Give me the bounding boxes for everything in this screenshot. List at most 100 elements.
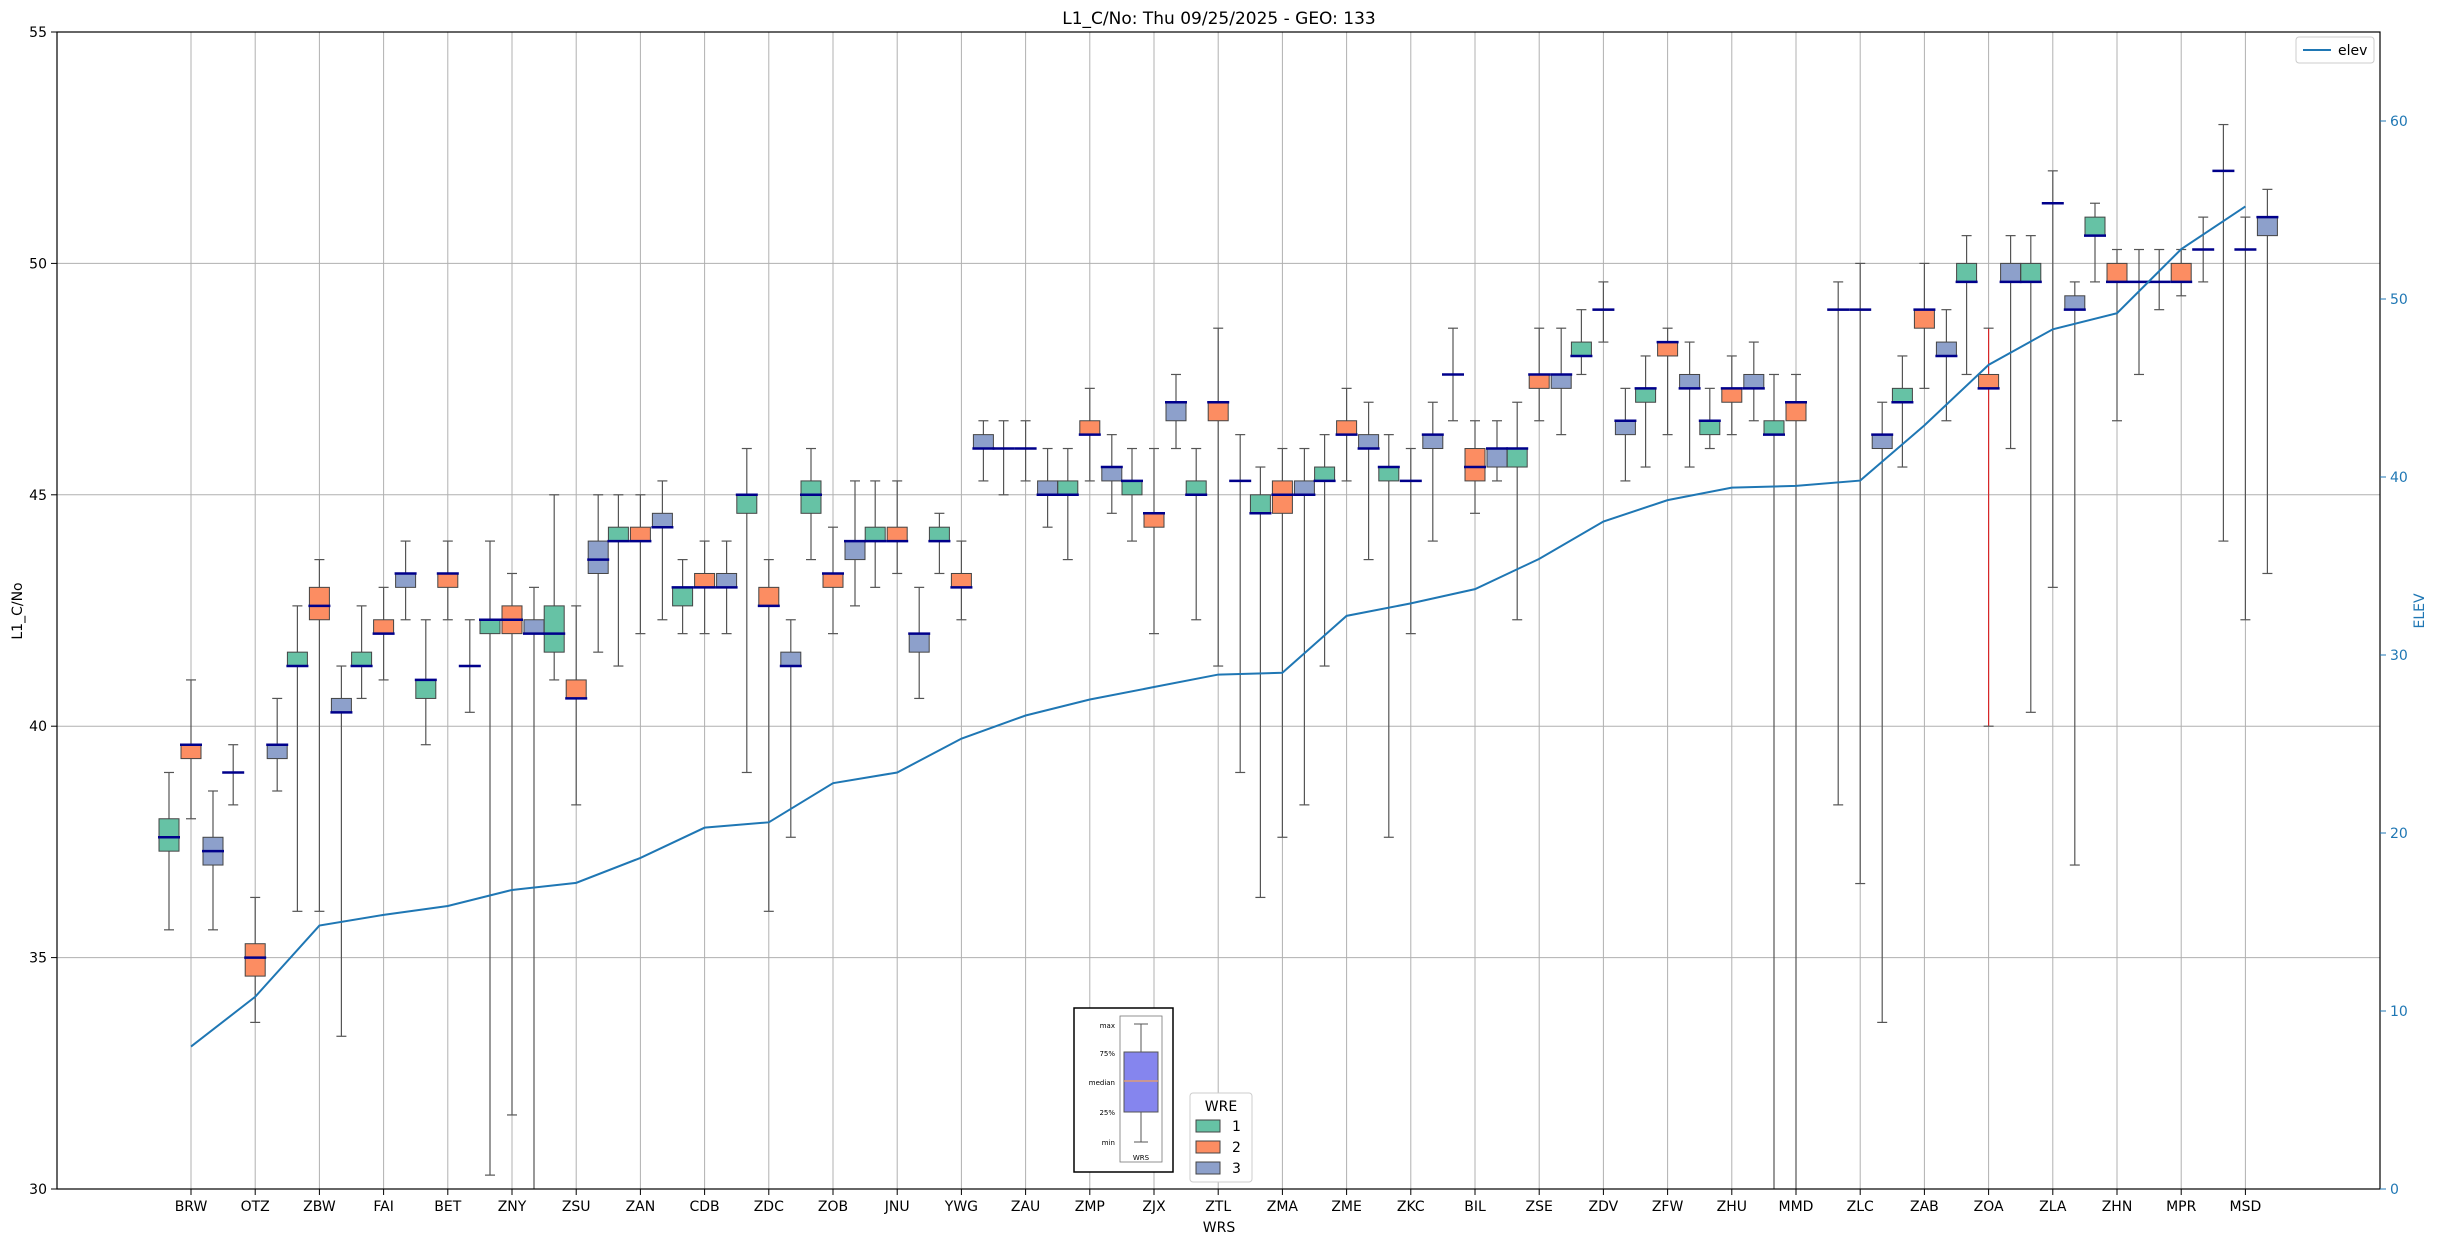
box-YWG-wre3 [972, 434, 994, 450]
boxplot-key-label: min [1102, 1139, 1115, 1147]
box-BIL-wre3 [1486, 448, 1508, 468]
y-axis-label: L1_C/No [10, 582, 26, 639]
x-tick-label: MMD [1779, 1199, 1814, 1215]
y2-tick-label: 60 [2390, 114, 2408, 130]
box-ZOB-wre3 [844, 540, 866, 561]
y-tick-label: 50 [29, 256, 47, 272]
box-MPR-wre2 [2170, 262, 2192, 283]
box-BET-wre1 [415, 679, 437, 699]
y2-axis-label: ELEV [2412, 593, 2428, 628]
box-OTZ-wre2 [244, 943, 266, 977]
x-tick-label: ZBW [303, 1199, 336, 1215]
x-tick-label: OTZ [241, 1199, 270, 1215]
x-tick-label: BRW [175, 1199, 208, 1215]
box-ZMP-wre2 [1079, 420, 1101, 436]
x-tick-label: ZOB [818, 1199, 848, 1215]
x-tick-label: CDB [690, 1199, 720, 1215]
box-YWG-wre2 [950, 572, 972, 588]
box-ZME-wre1 [1314, 466, 1336, 482]
box-ZHN-wre1 [2084, 216, 2106, 237]
box-ZAN-wre2 [629, 526, 651, 542]
x-tick-label: BIL [1464, 1199, 1486, 1215]
wre-legend-label-2: 2 [1232, 1140, 1241, 1156]
box-BET-wre2 [437, 572, 459, 588]
box-ZOA-wre1 [1956, 262, 1978, 283]
box-ZAB-wre3 [1935, 341, 1957, 357]
wre-legend-swatch-2 [1195, 1140, 1221, 1154]
box-ZBW-wre2 [308, 586, 330, 621]
box-ZAU-wre3 [1037, 480, 1059, 496]
box-ZDV-wre3 [1614, 420, 1636, 436]
boxplot-key-label: 75% [1099, 1050, 1115, 1058]
wre-legend-label-3: 3 [1232, 1161, 1241, 1177]
x-tick-label: FAI [373, 1199, 393, 1215]
y-tick-label: 45 [29, 488, 47, 504]
box-ZKC-wre3 [1422, 434, 1444, 450]
x-tick-label: ZHU [1717, 1199, 1747, 1215]
box-BRW-wre1 [158, 818, 180, 852]
x-tick-label: ZLA [2039, 1199, 2067, 1215]
y2-tick-label: 50 [2390, 292, 2408, 308]
box-ZLA-wre1 [2020, 262, 2042, 283]
boxplot-key-diagram: max 75% median 25% min WRS [1073, 1007, 1174, 1173]
box-ZFW-wre2 [1657, 341, 1679, 357]
box-ZSU-wre2 [565, 679, 587, 699]
box-ZAB-wre1 [1891, 387, 1913, 403]
x-tick-label: ZDC [754, 1199, 784, 1215]
axes: 30 35 40 45 50 55 0 10 20 30 40 50 60 BRW OTZ ZBW FAI BET… [29, 25, 2408, 1215]
x-tick-label: YWG [944, 1199, 978, 1215]
boxes [158, 169, 2279, 977]
boxplot-key-label: median [1089, 1079, 1115, 1087]
box-ZHU-wre3 [1743, 373, 1765, 389]
box-ZDC-wre3 [780, 651, 802, 667]
box-ZBW-wre1 [286, 651, 308, 667]
x-tick-label: ZAU [1011, 1199, 1040, 1215]
x-tick-label: ZDV [1589, 1199, 1619, 1215]
y-tick-label: 40 [29, 719, 47, 735]
y2-tick-label: 0 [2390, 1182, 2399, 1198]
wre-legend-title: WRE [1205, 1099, 1237, 1115]
box-ZNY-wre3 [523, 619, 545, 635]
wre-legend-swatch-1 [1195, 1119, 1221, 1133]
box-CDB-wre3 [716, 572, 738, 588]
box-FAI-wre2 [373, 619, 395, 635]
x-tick-label: MPR [2166, 1199, 2197, 1215]
box-JNU-wre2 [886, 526, 908, 542]
elev-legend-label: elev [2338, 43, 2367, 59]
elev-legend-frame [2295, 36, 2375, 64]
box-ZTL-wre2 [1207, 401, 1229, 422]
boxplot-key-label: max [1100, 1022, 1115, 1030]
y2-tick-label: 10 [2390, 1004, 2408, 1020]
x-tick-label: ZOA [1974, 1199, 2004, 1215]
box-FAI-wre3 [395, 572, 417, 588]
x-tick-label: ZKC [1397, 1199, 1425, 1215]
x-tick-label: ZHN [2102, 1199, 2133, 1215]
x-tick-label: ZSU [562, 1199, 591, 1215]
boxplot-key-label: 25% [1099, 1109, 1115, 1117]
box-ZJX-wre3 [1165, 401, 1187, 422]
box-ZOA-wre2 [1978, 373, 2000, 389]
box-MSD-wre3 [2256, 216, 2278, 237]
box-ZMP-wre1 [1057, 480, 1079, 496]
x-tick-label: ZFW [1652, 1199, 1684, 1215]
box-ZME-wre3 [1358, 434, 1380, 450]
elevation-line-layer [190, 205, 2246, 1048]
box-ZAN-wre3 [651, 512, 673, 528]
box-ZOB-wre2 [822, 572, 844, 588]
x-tick-label: ZME [1331, 1199, 1362, 1215]
box-BRW-wre2 [180, 744, 202, 760]
box-ZME-wre2 [1336, 420, 1358, 436]
x-tick-label: ZMA [1267, 1199, 1299, 1215]
box-JNU-wre3 [908, 633, 930, 653]
box-ZNY-wre1 [479, 619, 501, 635]
x-tick-label: ZLC [1847, 1199, 1874, 1215]
box-ZSE-wre3 [1550, 373, 1572, 389]
legends: elev WRE 1 2 3 max 75% median 25% min WRS [1073, 36, 2375, 1183]
wre-legend: WRE 1 2 3 [1189, 1092, 1253, 1183]
box-ZDC-wre2 [758, 586, 780, 607]
box-BIL-wre2 [1464, 448, 1486, 482]
box-ZTL-wre1 [1185, 480, 1207, 496]
